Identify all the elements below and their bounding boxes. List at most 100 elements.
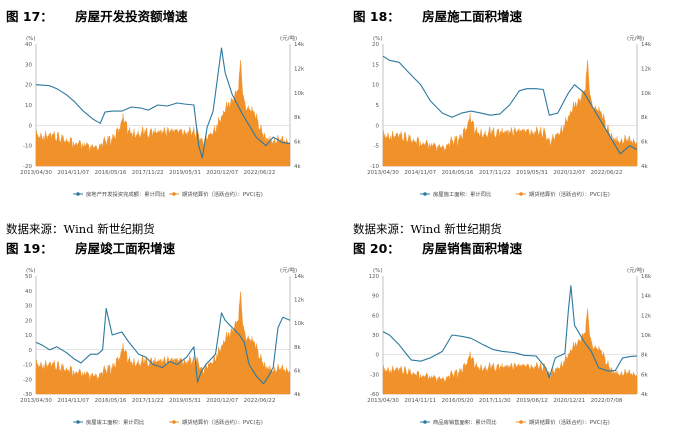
growth-rate-line	[35, 47, 291, 159]
legend-line-label: 房屋施工面积：累计同比	[433, 190, 491, 198]
left-tick-label: 120	[369, 274, 380, 280]
legend-line-marker	[76, 420, 80, 424]
figure-title-19: 图 19： 房屋竣工面积增速	[6, 238, 175, 257]
left-tick-label: -10	[23, 144, 32, 150]
figure-caption: 房屋施工面积增速	[422, 9, 523, 24]
right-tick-label: 10k	[294, 91, 305, 97]
left-tick-label: 20	[25, 83, 32, 89]
figure-number: 18：	[369, 9, 400, 24]
x-tick-label: 2017/11/22	[479, 170, 511, 176]
legend-area-label: 期货结算价（活跃合约）：PVC(右)	[182, 418, 263, 426]
left-tick-label: 0	[376, 123, 380, 129]
pvc-price-area	[382, 308, 638, 395]
right-tick-label: 16k	[641, 274, 652, 280]
left-tick-label: 40	[25, 289, 32, 295]
x-tick-label: 2022/06/22	[244, 170, 276, 176]
legend-line-label: 房屋竣工面积：累计同比	[86, 418, 144, 426]
left-tick-label: 5	[376, 103, 380, 109]
left-axis-unit: (%)	[26, 36, 36, 42]
right-tick-label: 4k	[641, 164, 648, 170]
left-tick-label: -30	[370, 372, 379, 378]
right-axis-unit: (元/吨)	[627, 266, 644, 274]
x-tick-label: 2013/04/30	[20, 398, 52, 404]
data-source-right: 数据来源：Wind 新世纪期货	[353, 222, 502, 236]
legend-line-label: 商品房销售面积：累计同比	[433, 418, 497, 426]
left-tick-label: 10	[372, 83, 379, 89]
legend-area-marker	[519, 420, 523, 424]
figure-label: 图	[6, 9, 19, 24]
x-tick-label: 2022/07/08	[591, 398, 623, 404]
right-tick-label: 8k	[641, 115, 648, 121]
right-axis-unit: (元/吨)	[280, 266, 297, 274]
growth-rate-line	[382, 285, 638, 379]
right-tick-label: 4k	[294, 164, 301, 170]
legend-line-marker	[423, 192, 427, 196]
chart-20: (%) (元/吨) 120 90 60 30 0 -30 -60 16k 14k 12k 10k 8k 6k…	[367, 266, 652, 426]
left-axis-unit: (%)	[373, 268, 383, 274]
left-tick-label: -10	[23, 363, 32, 369]
x-tick-label: 2014/11/11	[404, 398, 436, 404]
right-axis-unit: (元/吨)	[280, 34, 297, 42]
left-axis-unit: (%)	[373, 36, 383, 42]
x-tick-label: 2020/12/07	[206, 170, 238, 176]
legend-area-label: 期货结算价（活跃合约）：PVC(右)	[529, 418, 610, 426]
x-tick-label: 2019/05/31	[169, 398, 201, 404]
left-tick-label: 40	[25, 42, 32, 48]
right-tick-label: 14k	[641, 42, 652, 48]
left-tick-label: 50	[25, 274, 32, 280]
left-tick-label: -30	[23, 392, 32, 398]
x-tick-label: 2017/11/30	[479, 398, 511, 404]
figure-caption: 房屋开发投资额增速	[75, 9, 188, 24]
left-tick-label: -20	[23, 377, 32, 383]
legend-line-marker	[76, 192, 80, 196]
left-tick-label: 90	[372, 294, 379, 300]
x-tick-label: 2022/06/22	[244, 398, 276, 404]
left-tick-label: 0	[376, 353, 380, 359]
right-tick-label: 8k	[641, 353, 648, 359]
left-tick-label: 0	[29, 123, 33, 129]
x-tick-label: 2019/06/12	[516, 398, 548, 404]
left-tick-label: 20	[372, 42, 379, 48]
right-tick-label: 12k	[641, 313, 652, 319]
chart-panel-18: (%) (元/吨) 20 15 10 5 0 -5 -10 14k 12k 10k 8k 6k 4k 2013…	[347, 30, 677, 212]
x-tick-label: 2020/12/07	[206, 398, 238, 404]
left-tick-label: 0	[29, 348, 33, 354]
left-tick-label: -20	[23, 164, 32, 170]
figure-label: 图	[353, 241, 366, 256]
pvc-price-area	[35, 291, 291, 395]
x-tick-label: 2013/04/30	[20, 170, 52, 176]
x-tick-label: 2014/11/07	[57, 398, 89, 404]
pvc-price-area	[35, 59, 291, 167]
x-tick-label: 2016/05/20	[442, 398, 474, 404]
x-tick-label: 2016/05/16	[442, 170, 474, 176]
figure-caption: 房屋销售面积增速	[422, 241, 523, 256]
chart-18: (%) (元/吨) 20 15 10 5 0 -5 -10 14k 12k 10k 8k 6k 4k 2013…	[367, 34, 652, 198]
x-tick-label: 2016/05/16	[95, 398, 127, 404]
left-tick-label: 30	[25, 62, 32, 68]
x-tick-label: 2013/04/30	[367, 170, 399, 176]
right-tick-label: 14k	[294, 42, 305, 48]
figure-caption: 房屋竣工面积增速	[75, 241, 176, 256]
x-tick-label: 2020/12/21	[553, 398, 585, 404]
right-tick-label: 8k	[294, 345, 301, 351]
x-tick-label: 2017/11/22	[132, 398, 164, 404]
right-tick-label: 6k	[641, 140, 648, 146]
x-tick-label: 2016/05/16	[95, 170, 127, 176]
left-tick-label: -5	[374, 144, 380, 150]
x-tick-label: 2022/06/22	[591, 170, 623, 176]
x-tick-label: 2020/12/07	[553, 170, 585, 176]
right-tick-label: 10k	[641, 91, 652, 97]
figure-number: 17：	[22, 9, 53, 24]
figure-title-17: 图 17： 房屋开发投资额增速	[6, 6, 188, 25]
left-tick-label: 10	[25, 103, 32, 109]
legend-area-marker	[172, 192, 176, 196]
figure-label: 图	[6, 241, 19, 256]
left-axis-unit: (%)	[26, 268, 36, 274]
legend-area-marker	[172, 420, 176, 424]
data-source-left: 数据来源：Wind 新世纪期货	[6, 222, 155, 236]
right-axis-unit: (元/吨)	[627, 34, 644, 42]
legend-line-marker	[423, 420, 427, 424]
right-tick-label: 12k	[641, 66, 652, 72]
right-tick-label: 10k	[641, 333, 652, 339]
right-tick-label: 6k	[294, 368, 301, 374]
